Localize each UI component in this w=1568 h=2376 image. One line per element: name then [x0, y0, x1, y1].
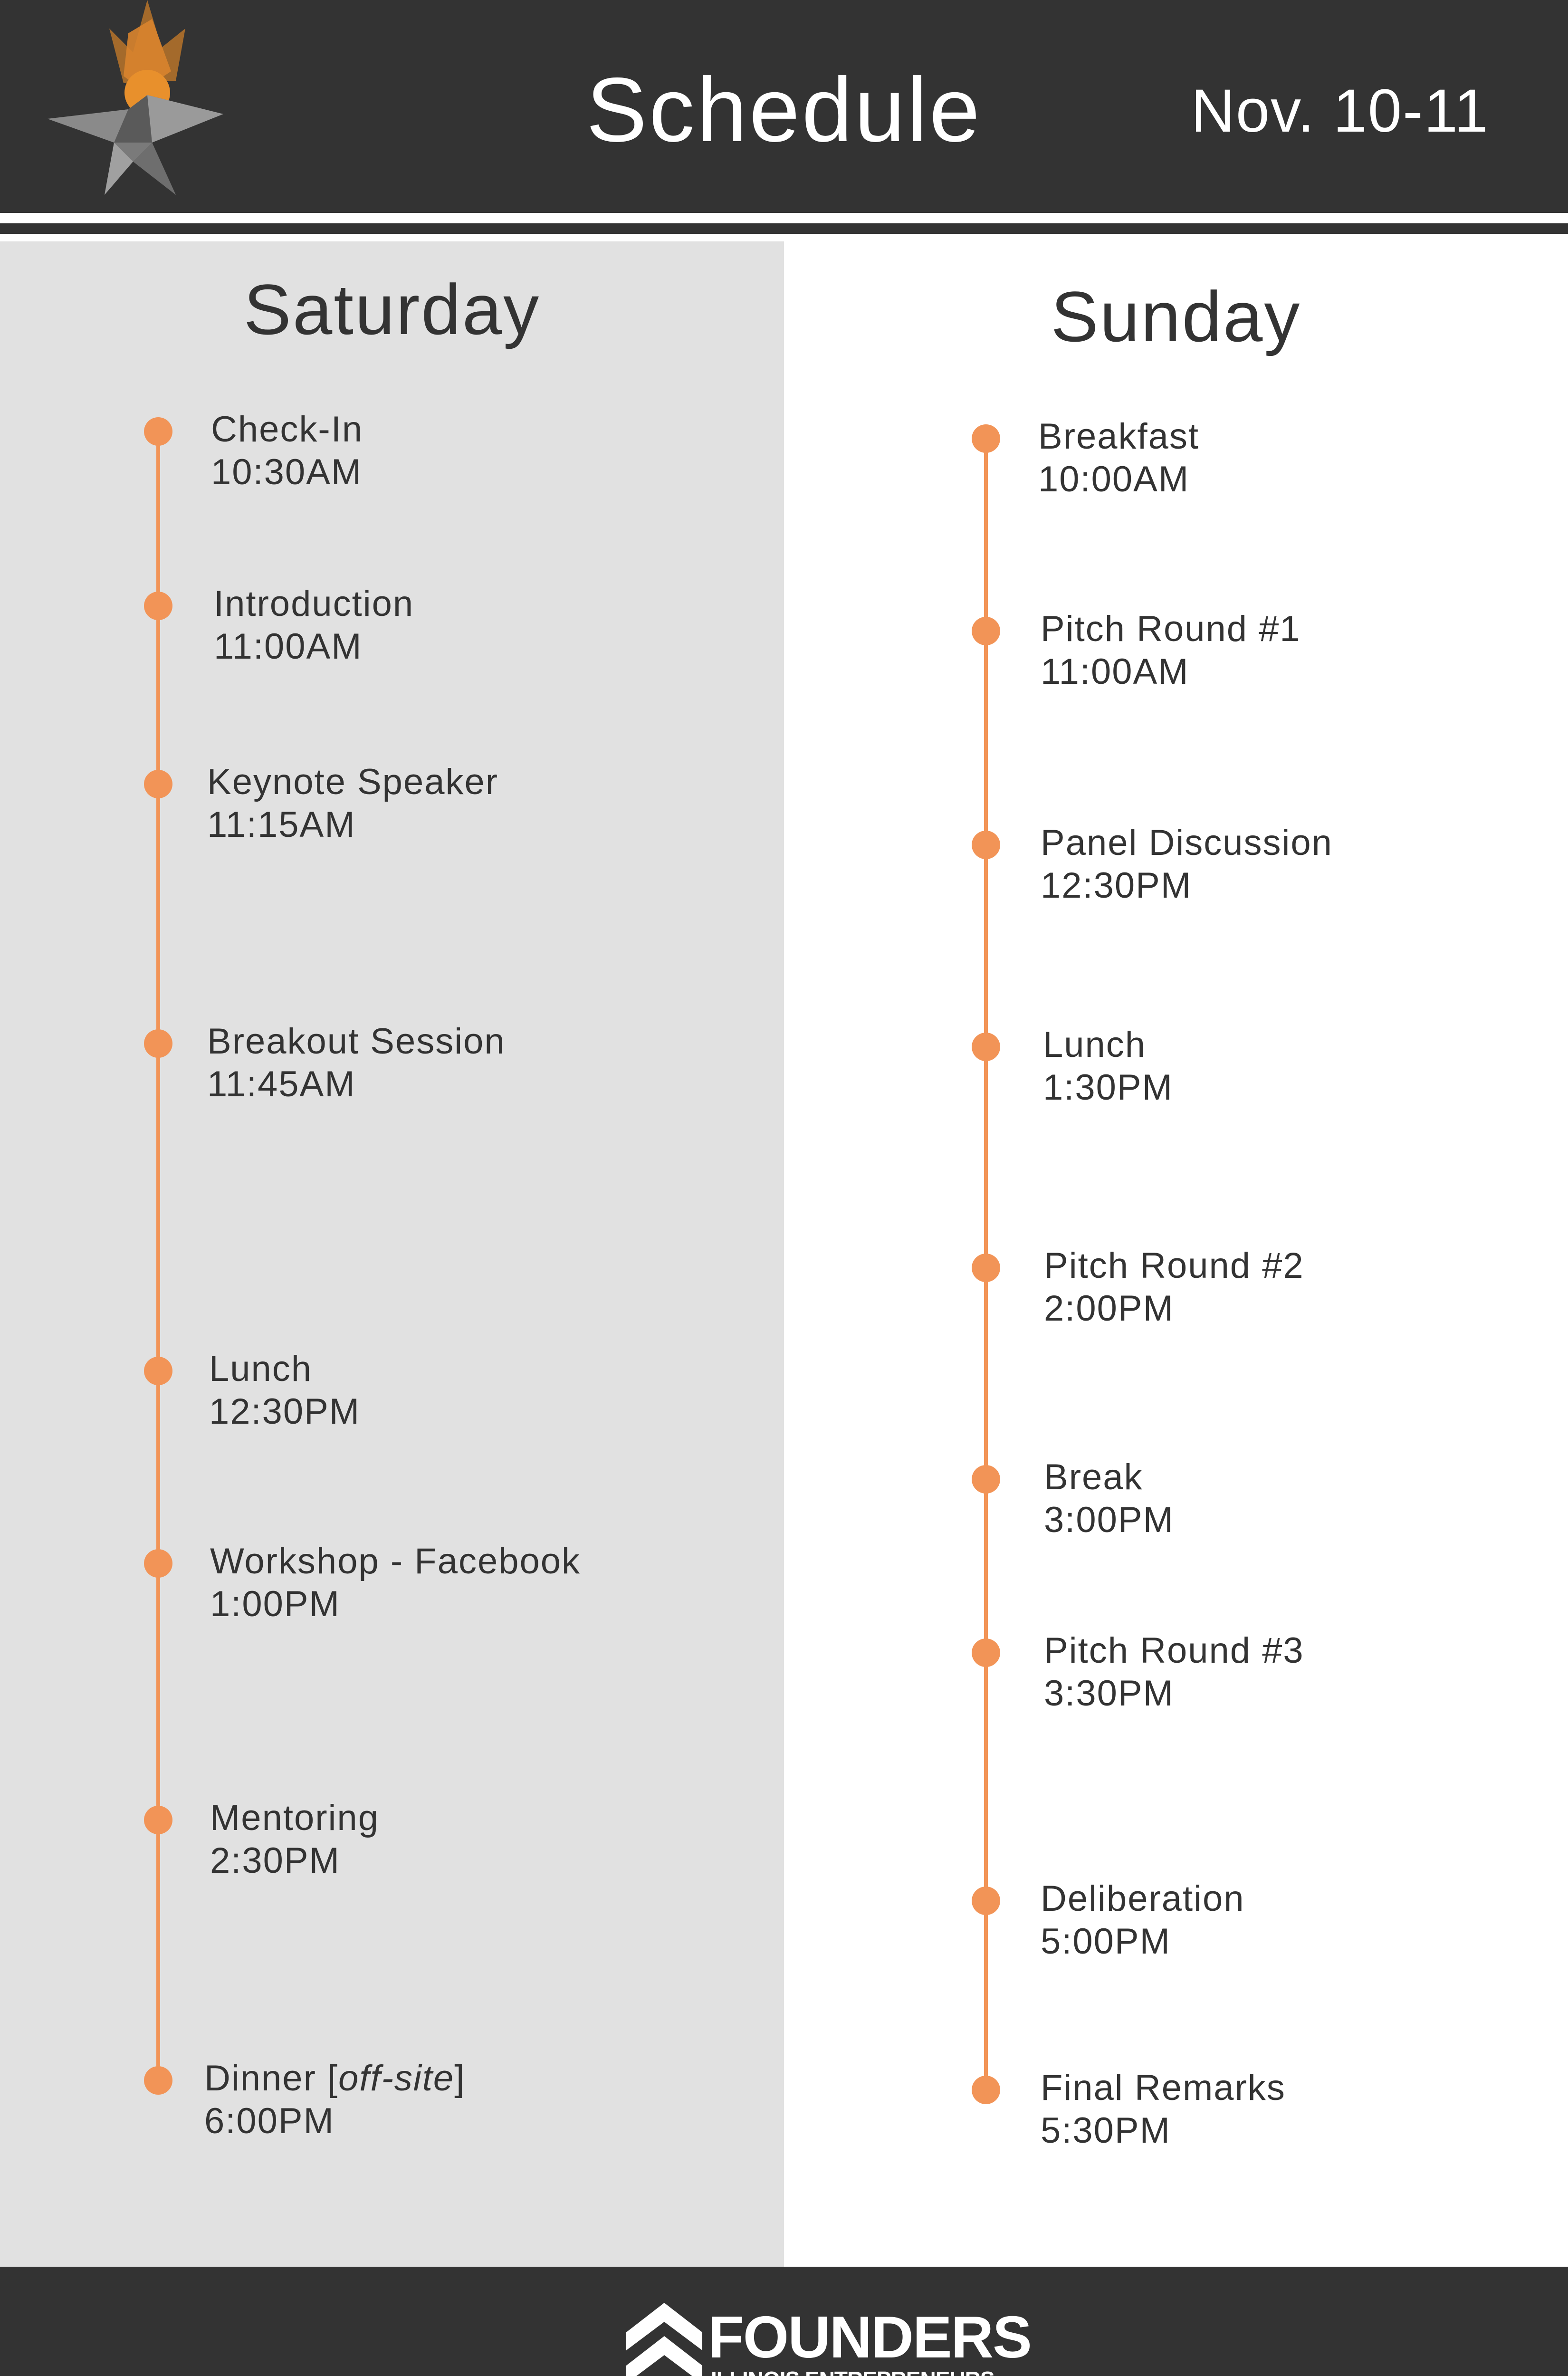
event-time: 5:30PM	[1041, 2110, 1171, 2151]
event-time: 12:30PM	[1041, 865, 1192, 906]
event-name: Lunch	[1043, 1025, 1147, 1065]
event-name-prefix: Dinner [	[204, 2058, 339, 2098]
event-name: Dinner [off-site]	[204, 2058, 465, 2099]
timeline-dot	[972, 831, 1000, 859]
event-time: 1:30PM	[1043, 1067, 1173, 1108]
flame-star-logo-icon	[48, 0, 223, 195]
event-name: Pitch Round #2	[1044, 1245, 1304, 1286]
timeline-dot	[144, 1806, 172, 1834]
timeline-dot	[144, 1357, 172, 1385]
saturday-timeline-line	[156, 430, 160, 2086]
event-time: 12:30PM	[209, 1391, 361, 1432]
event-name-italic: off-site	[338, 2058, 455, 2098]
saturday-column	[0, 241, 784, 2267]
timeline-dot	[972, 1887, 1000, 1915]
timeline-dot	[972, 1254, 1000, 1282]
event-name: Keynote Speaker	[207, 762, 499, 802]
timeline-dot	[972, 617, 1000, 645]
event-time: 11:15AM	[207, 805, 356, 845]
event-name-suffix: ]	[454, 2058, 466, 2098]
event-dates: Nov. 10-11	[1191, 77, 1489, 145]
event-time: 11:45AM	[207, 1064, 356, 1104]
timeline-dot	[972, 1033, 1000, 1061]
page-title: Schedule	[586, 58, 982, 161]
event-name: Lunch	[209, 1349, 313, 1389]
timeline-dot	[144, 1549, 172, 1578]
event-name: Breakout Session	[207, 1021, 506, 1062]
timeline-dot	[972, 1465, 1000, 1494]
event-name: Pitch Round #1	[1041, 609, 1301, 649]
chevron-up-logo-icon	[626, 2303, 702, 2376]
event-name: Workshop - Facebook	[210, 1541, 581, 1581]
timeline-dot	[972, 1638, 1000, 1667]
timeline-dot	[144, 2066, 172, 2095]
event-name: Break	[1044, 1457, 1143, 1497]
header-bar	[0, 0, 1568, 213]
event-name: Deliberation	[1041, 1878, 1245, 1919]
event-time: 11:00AM	[214, 626, 363, 667]
sunday-column	[784, 241, 1568, 2267]
timeline-dot	[144, 1029, 172, 1058]
saturday-title: Saturday	[243, 269, 541, 349]
founders-brand: FOUNDERS	[708, 2305, 1032, 2370]
event-name: Introduction	[214, 584, 414, 624]
event-time: 6:00PM	[204, 2101, 335, 2141]
header-divider	[0, 223, 1568, 234]
event-time: 2:00PM	[1044, 1288, 1174, 1329]
event-name: Pitch Round #3	[1044, 1630, 1304, 1671]
event-name: Mentoring	[210, 1798, 379, 1838]
event-name: Final Remarks	[1041, 2068, 1286, 2108]
event-time: 10:00AM	[1038, 459, 1190, 499]
timeline-dot	[972, 424, 1000, 453]
event-time: 2:30PM	[210, 1840, 340, 1881]
timeline-dot	[144, 417, 172, 446]
event-name: Check-In	[211, 409, 363, 450]
sunday-title: Sunday	[1051, 277, 1301, 356]
timeline-dot	[144, 770, 172, 798]
founders-subtitle: ILLINOIS ENTREPRENEURS	[711, 2366, 995, 2376]
footer-bar	[0, 2267, 1568, 2376]
event-time: 11:00AM	[1041, 651, 1189, 692]
event-time: 3:00PM	[1044, 1500, 1174, 1540]
event-name: Breakfast	[1038, 416, 1200, 457]
event-time: 10:30AM	[211, 452, 363, 492]
event-time: 5:00PM	[1041, 1921, 1171, 1962]
timeline-dot	[972, 2076, 1000, 2104]
event-name: Panel Discussion	[1041, 823, 1333, 863]
timeline-dot	[144, 592, 172, 620]
event-time: 1:00PM	[210, 1584, 340, 1624]
event-time: 3:30PM	[1044, 1673, 1174, 1714]
